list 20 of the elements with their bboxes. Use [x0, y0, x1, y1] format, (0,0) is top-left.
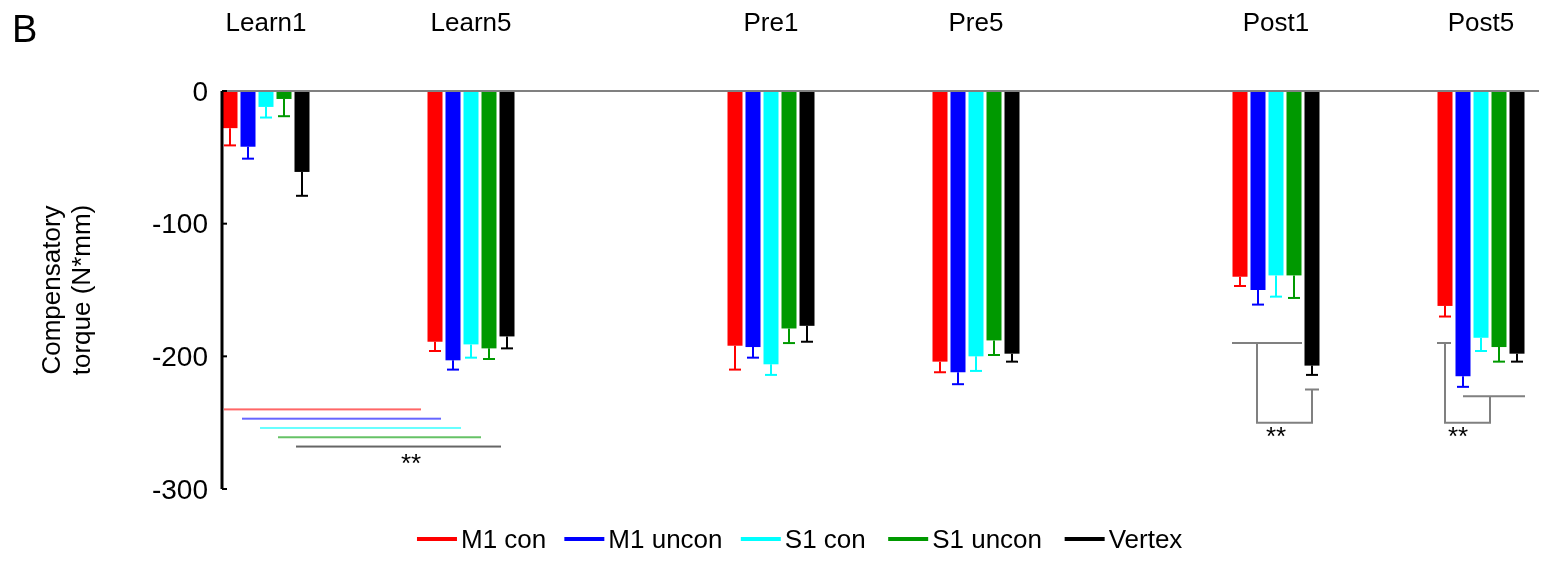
legend-label: S1 con [784, 524, 866, 554]
legend-label: M1 uncon [608, 524, 723, 554]
x-tick-label: Learn1 [225, 7, 307, 37]
annotation: ** [1265, 421, 1287, 452]
y-tick-label: 0 [192, 75, 208, 107]
x-tick-label: Pre1 [743, 7, 799, 37]
x-tick-label: Post5 [1447, 7, 1515, 37]
y-axis-title: Compensatory torque (N*mm) [36, 204, 96, 376]
y-tick-label: -300 [151, 473, 208, 505]
x-tick-label: Learn5 [430, 7, 512, 37]
x-tick-label: Pre5 [948, 7, 1004, 37]
legend-label: Vertex [1108, 524, 1183, 554]
chart-title: B [12, 8, 38, 50]
annotation: ** [400, 447, 422, 478]
legend-label: S1 uncon [932, 524, 1043, 554]
legend-label: M1 con [460, 524, 547, 554]
y-tick-label: -200 [151, 341, 208, 373]
x-tick-label: Post1 [1242, 7, 1310, 37]
annotation: ** [1447, 421, 1469, 452]
y-tick-label: -100 [151, 208, 208, 240]
